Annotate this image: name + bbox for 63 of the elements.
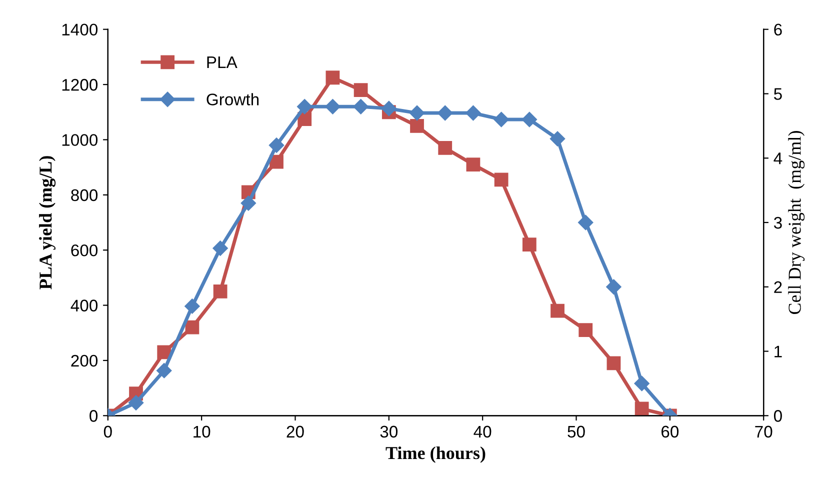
legend-label: Growth (206, 93, 259, 106)
y2-axis-title: Cell Dry weight (mg/ml) (788, 131, 805, 314)
y-tick-label: 1000 (62, 134, 98, 146)
point (578, 214, 594, 230)
point (326, 70, 340, 85)
point (354, 83, 368, 97)
y2-tick-label: 4 (774, 152, 782, 164)
point (184, 298, 200, 314)
x-tick-label: 10 (194, 426, 210, 438)
y2-tick-label: 0 (774, 410, 782, 422)
point (522, 238, 536, 252)
x-tick-label: 70 (755, 426, 772, 438)
point (353, 99, 368, 114)
point (550, 304, 564, 318)
y-tick-label: 600 (71, 244, 98, 256)
y2-tick-label: 2 (774, 281, 782, 293)
point (212, 240, 228, 256)
point (494, 172, 508, 187)
y-tick-label: 200 (71, 354, 98, 367)
point (185, 320, 200, 334)
point (606, 356, 621, 370)
point (438, 105, 453, 121)
y-tick-label: 800 (71, 189, 98, 202)
y2-tick-label: 6 (774, 24, 782, 36)
x-tick-label: 60 (662, 426, 679, 438)
point (466, 158, 480, 172)
point (409, 105, 425, 121)
y-tick-label: 1400 (62, 24, 98, 36)
point (381, 100, 396, 116)
point (213, 284, 228, 298)
y2-tick-label: 1 (774, 346, 782, 358)
point (550, 131, 566, 146)
point (325, 99, 340, 114)
x-tick-label: 50 (568, 426, 585, 438)
x-tick-label: 20 (286, 426, 304, 438)
point (494, 112, 509, 128)
point (297, 99, 312, 114)
point (128, 395, 144, 410)
y-tick-label: 1200 (62, 78, 98, 91)
point (634, 376, 650, 392)
point (298, 112, 312, 126)
y2-tick-label: 3 (774, 216, 782, 229)
point (606, 279, 622, 294)
x-tick-label: 0 (104, 426, 112, 438)
y-axis-title: PLA yield (mg/L) (39, 156, 56, 290)
y2-tick-label: 5 (774, 88, 782, 100)
x-tick-label: 40 (474, 426, 492, 438)
point (634, 402, 649, 416)
point (240, 196, 256, 211)
point (156, 363, 172, 378)
point (270, 154, 284, 169)
y-tick-label: 400 (70, 300, 98, 312)
x-tick-label: 30 (380, 426, 398, 438)
point (578, 323, 593, 338)
point (410, 118, 424, 133)
point (438, 141, 452, 155)
point (522, 112, 537, 128)
legend-label: PLA (207, 56, 238, 68)
point (466, 105, 481, 121)
x-axis-title: Time (hours) (386, 446, 486, 463)
point (268, 138, 284, 153)
y-tick-label: 0 (90, 410, 98, 422)
point (157, 345, 172, 360)
